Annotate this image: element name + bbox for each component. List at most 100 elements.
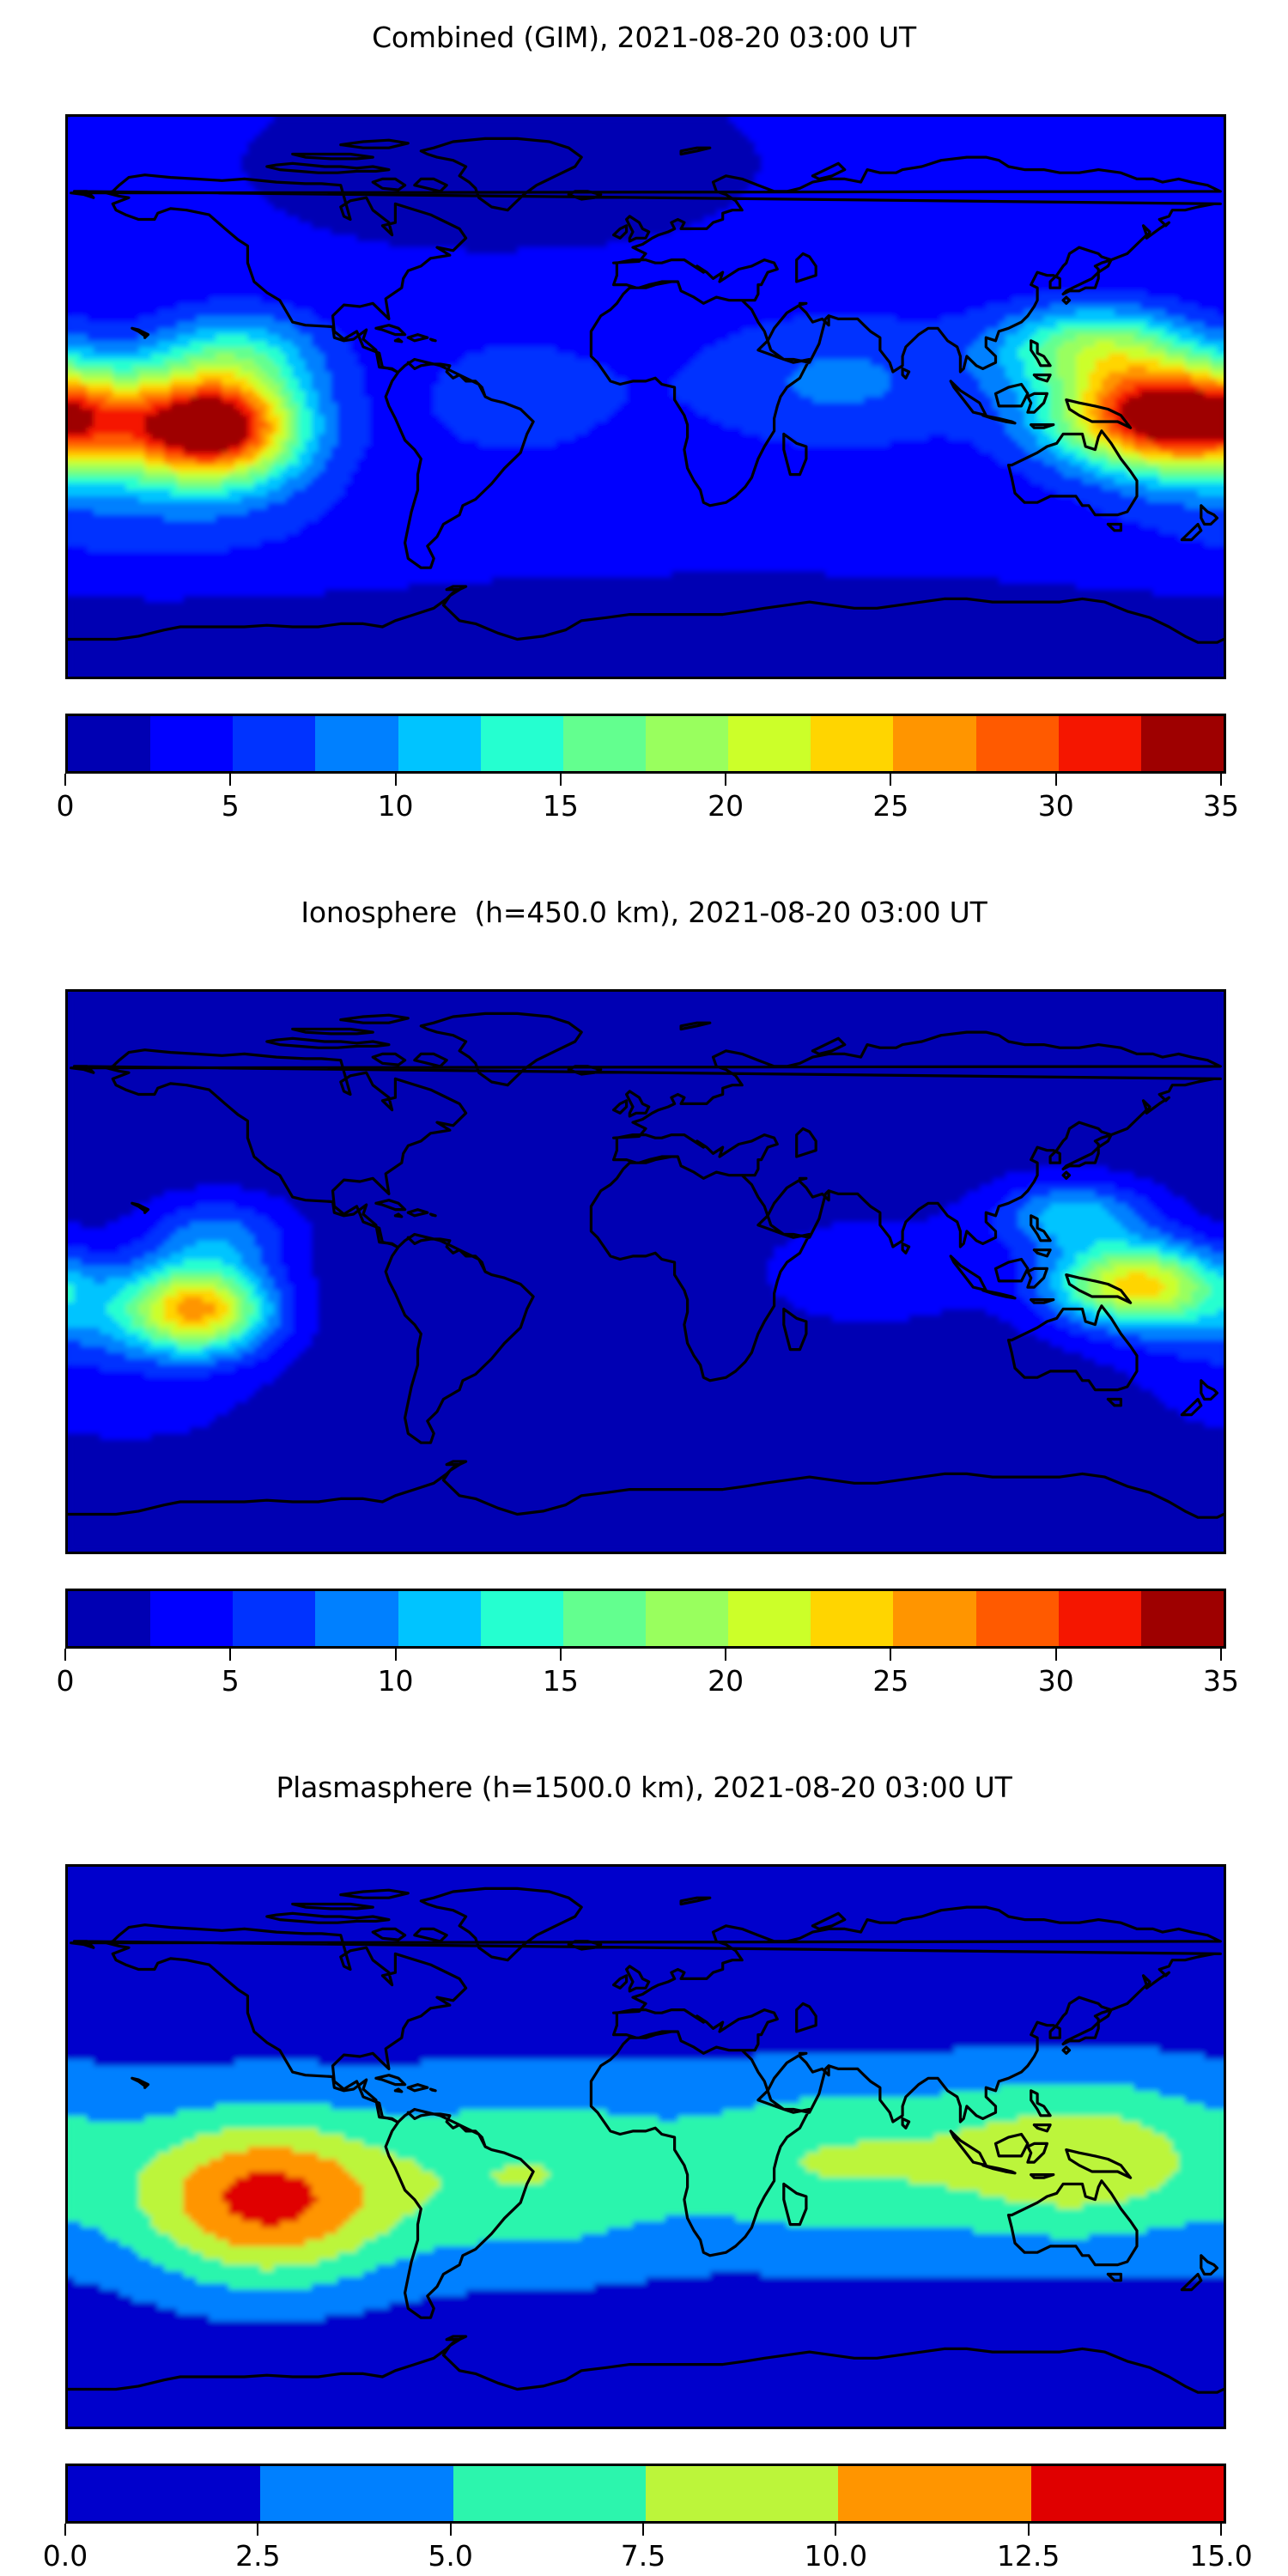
colorbar-tick-label: 10.0 bbox=[804, 2539, 868, 2573]
map-plot-area bbox=[65, 114, 1226, 679]
coastline bbox=[68, 137, 1224, 644]
colorbar-tick-labels: 0 5 10 15 20 25 30 35 bbox=[57, 787, 1240, 825]
colorbar-tick-label: 30 bbox=[1037, 789, 1074, 823]
colorbar-segment bbox=[1030, 2466, 1224, 2521]
colorbar-ticks bbox=[63, 774, 1224, 787]
colorbar-segment bbox=[562, 1591, 646, 1646]
colorbar-tick-label: 12.5 bbox=[996, 2539, 1060, 2573]
colorbar-tick bbox=[1220, 1649, 1222, 1661]
colorbar-tick-labels: 0 5 10 15 20 25 30 35 bbox=[57, 1662, 1240, 1700]
colorbar-tick-label: 30 bbox=[1037, 1664, 1074, 1698]
colorbar-segment bbox=[150, 1591, 234, 1646]
colorbar-tick-label: 15.0 bbox=[1189, 2539, 1253, 2573]
colorbar-segment bbox=[233, 1591, 316, 1646]
colorbar-tick bbox=[64, 2524, 66, 2536]
colorbar-segment bbox=[68, 1591, 151, 1646]
panel-title: Plasmasphere (h=1500.0 km), 2021-08-20 0… bbox=[276, 1771, 1012, 1804]
colorbar-tick bbox=[642, 2524, 644, 2536]
contour-band bbox=[68, 117, 1224, 603]
colorbar: 0 5 10 15 20 25 30 35 bbox=[57, 714, 1240, 825]
panel-title: Combined (GIM), 2021-08-20 03:00 UT bbox=[372, 21, 916, 54]
colorbar-tick-label: 15 bbox=[542, 1664, 579, 1698]
colorbar-tick bbox=[1027, 2524, 1030, 2536]
colorbar-segment bbox=[480, 1591, 563, 1646]
colorbar-segment bbox=[811, 1591, 894, 1646]
colorbar-tick bbox=[229, 1649, 232, 1661]
map-plot-area bbox=[65, 989, 1226, 1554]
colorbar-tick bbox=[835, 2524, 837, 2536]
colorbar-tick-label: 25 bbox=[872, 789, 909, 823]
tec-contour-map bbox=[68, 117, 1224, 677]
contour-band bbox=[183, 2147, 363, 2246]
colorbar-tick-label: 0 bbox=[56, 1664, 75, 1698]
colorbar-tick-label: 10 bbox=[377, 1664, 414, 1698]
colorbar-segment bbox=[893, 716, 976, 771]
colorbar-segment bbox=[398, 716, 481, 771]
colorbar-segment bbox=[811, 716, 894, 771]
contour-bands bbox=[68, 117, 1224, 677]
colorbar-tick-label: 5 bbox=[221, 1664, 240, 1698]
colorbar: 0 5 10 15 20 25 30 35 bbox=[57, 1589, 1240, 1700]
colorbar-segment bbox=[1140, 1591, 1224, 1646]
colorbar-segment bbox=[453, 2466, 646, 2521]
colorbar-tick bbox=[890, 774, 892, 786]
colorbar-tick bbox=[559, 774, 562, 786]
colorbar-swatches bbox=[65, 714, 1226, 774]
colorbar-tick-label: 25 bbox=[872, 1664, 909, 1698]
contour-band bbox=[138, 2115, 1179, 2271]
colorbar-tick-label: 5.0 bbox=[428, 2539, 473, 2573]
contour-band bbox=[68, 2047, 1224, 2321]
contour-band bbox=[68, 290, 1224, 553]
colorbar-segment bbox=[975, 1591, 1059, 1646]
contour-band bbox=[125, 1253, 1212, 1346]
colorbar-tick bbox=[1054, 774, 1057, 786]
contour-band bbox=[68, 1165, 1224, 1440]
colorbar-tick bbox=[725, 774, 727, 786]
colorbar-segment bbox=[480, 716, 563, 771]
colorbar-swatches bbox=[65, 2464, 1226, 2524]
coastline bbox=[68, 1886, 1224, 2394]
colorbar-segment bbox=[68, 2466, 261, 2521]
panel-title: Ionosphere (h=450.0 km), 2021-08-20 03:0… bbox=[301, 896, 987, 929]
colorbar-tick bbox=[394, 774, 397, 786]
colorbar-tick-label: 10 bbox=[377, 789, 414, 823]
colorbar-tick-label: 15 bbox=[542, 789, 579, 823]
tec-contour-map bbox=[68, 1867, 1224, 2427]
contour-band bbox=[177, 1296, 216, 1321]
colorbar-tick bbox=[64, 1649, 66, 1661]
colorbar-tick-label: 35 bbox=[1203, 1664, 1239, 1698]
colorbar-ticks bbox=[63, 2524, 1224, 2537]
colorbar-segment bbox=[645, 1591, 729, 1646]
colorbar-segment bbox=[645, 2466, 839, 2521]
colorbar-tick bbox=[725, 1649, 727, 1661]
colorbar-tick bbox=[394, 1649, 397, 1661]
colorbar-ticks bbox=[63, 1649, 1224, 1662]
contour-bands bbox=[68, 1867, 1224, 2427]
colorbar-tick-label: 20 bbox=[708, 789, 744, 823]
colorbar-segment bbox=[728, 1591, 811, 1646]
contour-bands bbox=[68, 992, 1224, 1552]
colorbar-segment bbox=[975, 716, 1059, 771]
colorbar-tick bbox=[1220, 2524, 1222, 2536]
colorbar-tick bbox=[449, 2524, 452, 2536]
colorbar-tick bbox=[229, 774, 232, 786]
colorbar-tick-label: 2.5 bbox=[235, 2539, 281, 2573]
colorbar-tick bbox=[559, 1649, 562, 1661]
colorbar-segment bbox=[260, 2466, 453, 2521]
tec-contour-map bbox=[68, 992, 1224, 1552]
colorbar-segment bbox=[233, 716, 316, 771]
colorbar-segment bbox=[398, 1591, 481, 1646]
colorbar-segment bbox=[150, 716, 234, 771]
colorbar-segment bbox=[893, 1591, 976, 1646]
colorbar-tick bbox=[1054, 1649, 1057, 1661]
colorbar: 0.0 2.5 5.0 7.5 10.0 12.5 15.0 bbox=[43, 2464, 1253, 2575]
colorbar-tick-label: 0 bbox=[56, 789, 75, 823]
colorbar-swatches bbox=[65, 1589, 1226, 1649]
colorbar-segment bbox=[315, 1591, 398, 1646]
colorbar-segment bbox=[68, 716, 151, 771]
colorbar-segment bbox=[562, 716, 646, 771]
map-plot-area bbox=[65, 1864, 1226, 2429]
colorbar-segment bbox=[1140, 716, 1224, 771]
colorbar-segment bbox=[838, 2466, 1031, 2521]
